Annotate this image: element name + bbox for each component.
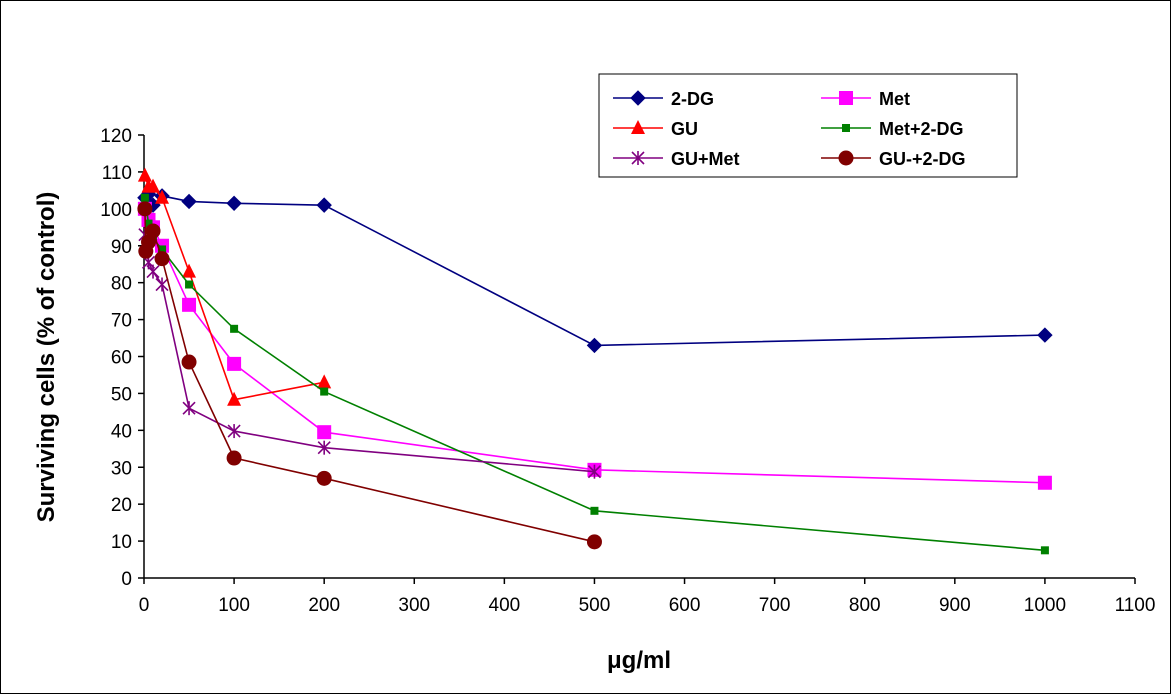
y-tick-label: 30: [111, 458, 132, 479]
legend-entry-met: Met: [821, 89, 910, 109]
legend-label: 2-DG: [671, 89, 714, 109]
legend-label: Met: [879, 89, 910, 109]
legend-label: GU: [671, 119, 698, 139]
data-point-gu-2-dg: [145, 223, 161, 239]
y-tick-label: 20: [111, 495, 132, 516]
series-layer: [137, 167, 1053, 555]
series-gu: [137, 167, 332, 406]
legend-marker: [631, 151, 645, 165]
series-line-met-2-dg: [144, 197, 1045, 552]
data-point-gu-2-dg: [181, 354, 197, 370]
data-point-gu-met: [317, 440, 331, 455]
data-point-met: [317, 425, 332, 440]
series-line-2-dg: [144, 192, 1045, 347]
data-point-gu: [155, 189, 170, 204]
data-point-gu-2-dg: [316, 470, 332, 486]
x-tick-label: 1100: [1115, 595, 1156, 616]
data-point-gu-2-dg: [226, 450, 242, 466]
data-point-gu-met: [587, 464, 602, 479]
y-tick-label: 70: [111, 311, 132, 332]
legend-label: Met+2-DG: [879, 119, 964, 139]
data-point-gu-2-dg: [154, 251, 170, 267]
x-tick-label: 300: [398, 595, 430, 616]
data-point-gu: [182, 263, 197, 278]
data-point-gu: [146, 178, 161, 193]
data-point-gu: [227, 391, 242, 406]
data-point-met-2-dg: [230, 324, 239, 333]
data-point-gu: [137, 167, 152, 182]
x-tick-label: 800: [849, 595, 881, 616]
series-line-gu-met: [144, 234, 595, 473]
y-axis-title: Surviving cells (% of control): [33, 192, 60, 523]
data-point-gu-2-dg: [137, 201, 153, 217]
y-tick-label: 40: [111, 421, 132, 442]
data-point-2-dg: [586, 337, 603, 354]
data-point-gu: [317, 374, 332, 389]
legend-entry-met-2-dg: Met+2-DG: [821, 119, 964, 139]
series-line-gu-2-dg: [144, 208, 595, 543]
x-tick-label: 400: [489, 595, 521, 616]
y-tick-label: 90: [111, 237, 132, 258]
legend-entry-gu-2-dg: GU-+2-DG: [821, 149, 966, 169]
x-tick-label: 200: [308, 595, 340, 616]
data-point-2-dg: [1037, 327, 1053, 343]
x-tick-label: 0: [139, 595, 150, 616]
data-point-met-2-dg: [144, 219, 153, 228]
axes: 0 10 20 30 40 50 60 70 80 90 100 110 120 0 100 200 300 40…: [100, 126, 1155, 616]
series-met-2-dg: [140, 193, 1049, 555]
legend-entry-gu-met: GU+Met: [613, 149, 740, 169]
data-point-2-dg: [181, 193, 197, 210]
series-gu-met: [138, 227, 602, 479]
data-point-met-2-dg: [1040, 546, 1049, 555]
data-point-gu-met: [227, 424, 241, 439]
data-point-met-2-dg: [158, 245, 167, 254]
legend-marker: [838, 150, 854, 166]
legend-label: GU-+2-DG: [879, 149, 966, 169]
y-tick-label: 10: [111, 532, 132, 553]
data-point-met-2-dg: [590, 506, 599, 515]
series-2-dg: [137, 186, 1053, 354]
x-tick-label: 900: [939, 595, 971, 616]
data-point-2-dg: [226, 195, 242, 212]
data-point-met-2-dg: [140, 193, 149, 202]
data-point-met: [182, 297, 197, 312]
x-tick-label: 100: [218, 595, 250, 616]
legend-marker: [630, 90, 646, 106]
data-point-met-2-dg: [185, 280, 194, 289]
x-axis-title: μg/ml: [607, 647, 671, 674]
legend: 2-DG Met GU Met+2-DG GU+Met GU-+2-DG: [598, 73, 1018, 178]
data-point-met: [227, 356, 242, 371]
legend-box: [598, 73, 1018, 178]
y-tick-label: 50: [111, 384, 132, 405]
legend-marker: [842, 124, 850, 132]
x-tick-label: 500: [579, 595, 611, 616]
legend-entry-gu: GU: [613, 119, 698, 139]
x-tick-label: 700: [759, 595, 791, 616]
y-tick-label: 100: [100, 200, 132, 221]
data-point-gu-met: [155, 277, 169, 292]
y-tick-label: 80: [111, 274, 132, 295]
x-tick-label: 1000: [1024, 595, 1066, 616]
y-tick-label: 60: [111, 348, 132, 369]
legend-label: GU+Met: [671, 149, 740, 169]
legend-marker: [631, 120, 645, 134]
legend-marker: [839, 91, 853, 105]
data-point-met: [1037, 475, 1052, 490]
series-gu-2-dg: [137, 201, 602, 550]
y-tick-label: 120: [100, 126, 132, 147]
data-point-gu-met: [146, 264, 160, 279]
data-point-gu-2-dg: [586, 534, 602, 550]
data-point-gu-met: [182, 401, 196, 416]
data-point-met-2-dg: [320, 387, 329, 396]
x-tick-label: 600: [669, 595, 701, 616]
data-point-2-dg: [316, 197, 332, 213]
y-tick-label: 110: [102, 163, 132, 184]
legend-entry-2-dg: 2-DG: [613, 89, 714, 109]
y-tick-label: 0: [121, 569, 132, 590]
